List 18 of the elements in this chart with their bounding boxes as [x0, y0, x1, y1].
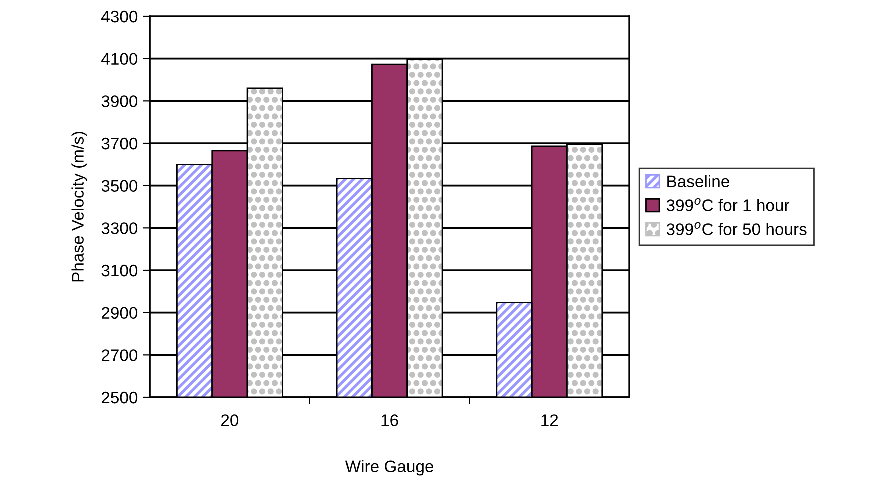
y-tick-label: 2500 — [102, 392, 138, 404]
legend-label: 399$^{o}$C for 1 hour — [666, 198, 790, 212]
x-tick-label: 16 — [382, 414, 398, 426]
y-tick-label: 4300 — [102, 10, 138, 23]
y-tick-label: 4100 — [102, 53, 138, 66]
y-axis-title: Phase Velocity (m/s) — [72, 132, 88, 282]
x-tick-label: 12 — [542, 414, 558, 426]
y-tick-label: 3500 — [102, 180, 138, 192]
y-tick-label: 3700 — [102, 138, 138, 150]
x-tick-label: 20 — [222, 414, 239, 426]
y-tick-label: 3900 — [102, 96, 138, 108]
x-axis-title: Wire Gauge — [345, 460, 434, 476]
legend-label: 399$^{o}$C for 50 hours — [666, 222, 807, 236]
y-tick-label: 2700 — [102, 350, 138, 362]
y-tick-label: 3300 — [102, 222, 138, 234]
y-tick-label: 3100 — [102, 264, 138, 277]
legend-label: Baseline — [668, 175, 730, 188]
y-tick-label: 2900 — [102, 307, 138, 320]
